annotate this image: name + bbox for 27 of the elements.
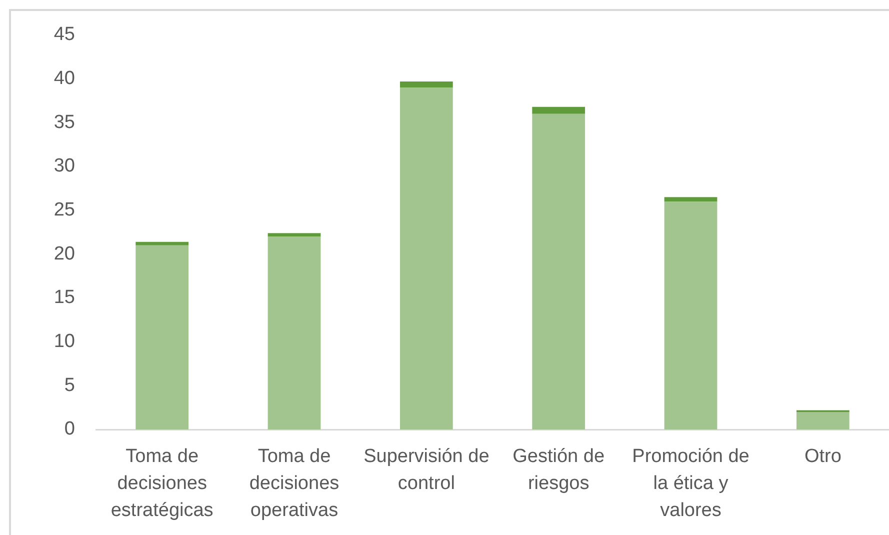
y-tick-label: 10 xyxy=(54,331,75,352)
y-tick-label: 15 xyxy=(54,287,75,308)
x-tick-label: Toma de decisiones operativas xyxy=(249,446,340,522)
y-tick-label: 30 xyxy=(54,156,75,177)
y-tick-label: 40 xyxy=(54,68,75,90)
bar xyxy=(268,236,321,430)
bar xyxy=(664,202,718,430)
bar xyxy=(532,106,586,114)
x-tick-label: Gestión de riesgos xyxy=(512,446,605,494)
y-tick-label: 5 xyxy=(64,374,75,396)
bar xyxy=(268,233,321,237)
y-tick-label: 45 xyxy=(54,24,75,46)
bar xyxy=(400,88,453,430)
y-tick-label: 20 xyxy=(54,243,75,264)
y-tick-label: 25 xyxy=(54,200,75,221)
bar xyxy=(664,197,718,202)
x-tick-label: Otro xyxy=(804,446,842,468)
bar xyxy=(136,245,189,430)
x-tick-label: Toma de decisiones estratégicas xyxy=(110,446,214,522)
y-tick-label: 35 xyxy=(54,112,75,133)
bar xyxy=(796,412,850,430)
x-tick-label: Supervisión de control xyxy=(364,446,490,494)
y-tick-label: 0 xyxy=(64,418,75,440)
bar xyxy=(136,242,189,246)
bar xyxy=(532,114,586,430)
bar xyxy=(400,81,453,88)
x-tick-label: Promoción de la ética y valores xyxy=(632,446,750,522)
